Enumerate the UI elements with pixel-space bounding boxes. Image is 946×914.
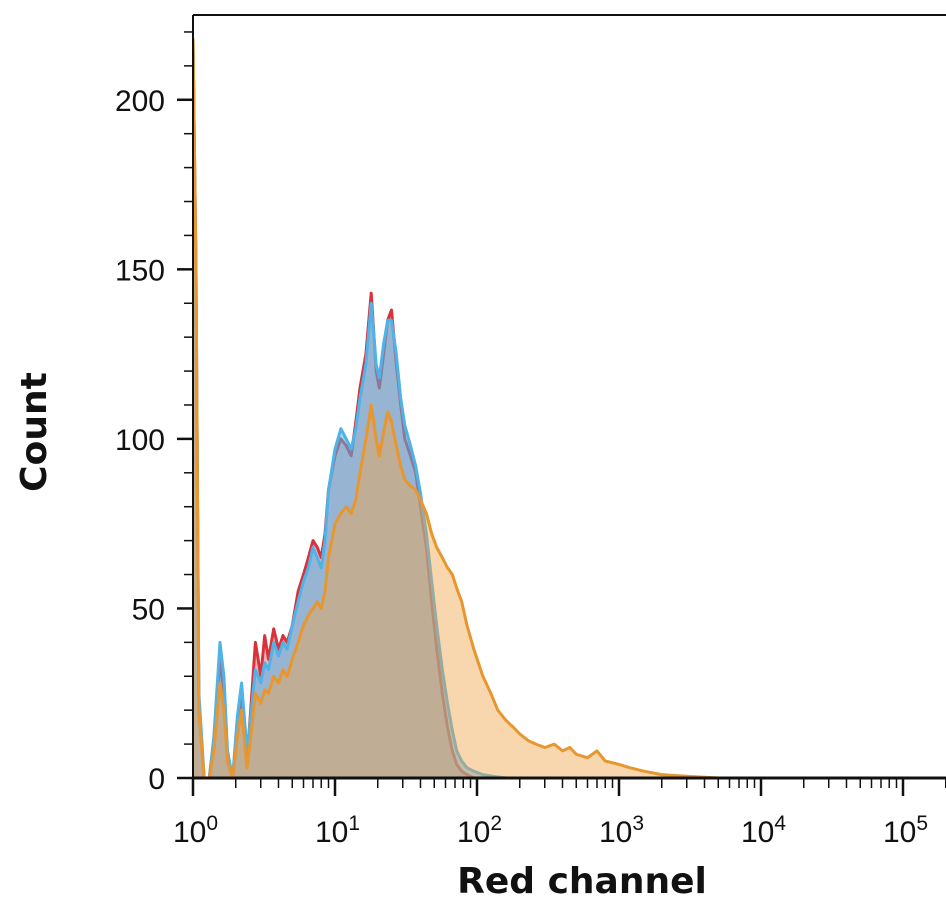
y-tick-label: 100: [115, 424, 165, 457]
y-tick-label: 0: [148, 763, 165, 796]
x-tick-label: 105: [883, 812, 928, 849]
x-axis: 100 101 102 103 104 105: [173, 778, 946, 849]
series-2-line: [193, 38, 946, 778]
x-tick-label: 104: [741, 812, 786, 849]
x-tick-label: 103: [599, 812, 644, 849]
series-3-line: [193, 38, 946, 778]
y-axis: 0 50 100 150 200: [115, 31, 193, 796]
x-tick-label: 100: [173, 812, 218, 849]
series-2-fill: [193, 38, 946, 778]
histogram-areas: [193, 38, 946, 778]
y-tick-label: 50: [132, 593, 165, 626]
series-3-fill: [193, 38, 946, 778]
y-tick-label: 200: [115, 85, 165, 118]
x-tick-label: 101: [315, 812, 360, 849]
plot-frame: [192, 14, 946, 780]
x-axis-title: Red channel: [457, 861, 707, 902]
y-axis-title: Count: [14, 372, 55, 492]
y-tick-label: 150: [115, 254, 165, 287]
x-tick-label: 102: [457, 812, 502, 849]
